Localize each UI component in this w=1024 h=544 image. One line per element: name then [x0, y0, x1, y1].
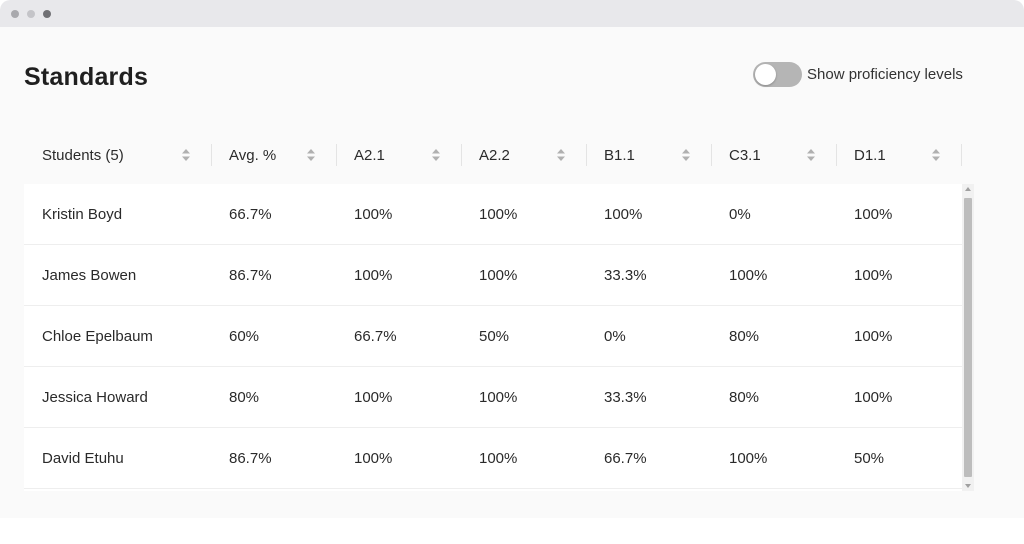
cell-student: James Bowen	[42, 267, 137, 284]
column-header-label: D1.1	[854, 146, 886, 164]
cell-student: Chloe Epelbaum	[42, 328, 153, 345]
table-row[interactable]: David Etuhu 86.7% 100% 100% 66.7% 100% 50%	[24, 428, 962, 489]
sort-icon[interactable]	[681, 147, 691, 163]
cell-student: Jessica Howard	[42, 389, 148, 406]
column-header-a21[interactable]: A2.1	[336, 134, 461, 176]
table-row[interactable]: Jessica Howard 80% 100% 100% 33.3% 80% 100%	[24, 367, 962, 428]
column-divider	[461, 144, 462, 166]
cell-b11: 33.3%	[604, 389, 647, 406]
column-header-c31[interactable]: C3.1	[711, 134, 836, 176]
column-divider	[586, 144, 587, 166]
cell-a22: 100%	[479, 267, 518, 284]
column-header-label: A2.2	[479, 146, 510, 164]
main-content: Standards Show proficiency levels Studen…	[0, 27, 1024, 518]
sort-icon[interactable]	[181, 147, 191, 163]
window-titlebar	[0, 0, 1024, 27]
column-header-a22[interactable]: A2.2	[461, 134, 586, 176]
proficiency-toggle-label[interactable]: Show proficiency levels	[807, 65, 963, 83]
cell-d11: 100%	[854, 267, 893, 284]
cell-b11: 66.7%	[604, 450, 647, 467]
cell-a22: 100%	[479, 389, 518, 406]
column-divider	[836, 144, 837, 166]
column-divider	[711, 144, 712, 166]
cell-c31: 0%	[729, 206, 751, 223]
table-body: Kristin Boyd 66.7% 100% 100% 100% 0% 100% James…	[24, 184, 974, 491]
sort-icon[interactable]	[931, 147, 941, 163]
cell-c31: 80%	[729, 328, 760, 345]
cell-student: David Etuhu	[42, 450, 124, 467]
cell-b11: 33.3%	[604, 267, 647, 284]
footer-strip	[0, 518, 1024, 544]
cell-a21: 66.7%	[354, 328, 397, 345]
column-divider	[336, 144, 337, 166]
sort-icon[interactable]	[431, 147, 441, 163]
cell-avg: 66.7%	[229, 206, 272, 223]
cell-c31: 100%	[729, 450, 768, 467]
column-header-avg[interactable]: Avg. %	[211, 134, 336, 176]
table-row[interactable]: Kristin Boyd 66.7% 100% 100% 100% 0% 100%	[24, 184, 962, 245]
column-header-b11[interactable]: B1.1	[586, 134, 711, 176]
cell-b11: 0%	[604, 328, 626, 345]
proficiency-toggle-control: Show proficiency levels	[753, 61, 963, 87]
sort-icon[interactable]	[306, 147, 316, 163]
cell-avg: 86.7%	[229, 450, 272, 467]
column-header-label: A2.1	[354, 146, 385, 164]
cell-a21: 100%	[354, 206, 393, 223]
cell-c31: 100%	[729, 267, 768, 284]
scroll-thumb[interactable]	[964, 198, 972, 477]
column-divider	[961, 144, 962, 166]
column-header-label: B1.1	[604, 146, 635, 164]
window-dot-icon[interactable]	[27, 10, 35, 18]
cell-c31: 80%	[729, 389, 760, 406]
column-header-label: Students (5)	[42, 146, 124, 164]
window-dot-icon[interactable]	[43, 10, 51, 18]
cell-avg: 60%	[229, 328, 260, 345]
column-divider	[211, 144, 212, 166]
cell-d11: 50%	[854, 450, 885, 467]
cell-a21: 100%	[354, 450, 393, 467]
cell-a21: 100%	[354, 267, 393, 284]
scroll-up-arrow-icon[interactable]	[965, 187, 971, 191]
cell-d11: 100%	[854, 206, 893, 223]
cell-student: Kristin Boyd	[42, 206, 123, 223]
cell-avg: 80%	[229, 389, 260, 406]
cell-a22: 100%	[479, 206, 518, 223]
table-row[interactable]: James Bowen 86.7% 100% 100% 33.3% 100% 100%	[24, 245, 962, 306]
scroll-down-arrow-icon[interactable]	[965, 484, 971, 488]
column-header-label: C3.1	[729, 146, 761, 164]
cell-avg: 86.7%	[229, 267, 272, 284]
table-header: Students (5) Avg. % A2.1 A2.2 B1.1 C3.1 D1.1	[24, 134, 964, 176]
proficiency-toggle[interactable]	[753, 61, 802, 87]
column-header-d11[interactable]: D1.1	[836, 134, 961, 176]
vertical-scrollbar[interactable]	[962, 184, 974, 491]
sort-icon[interactable]	[556, 147, 566, 163]
cell-a22: 50%	[479, 328, 510, 345]
sort-icon[interactable]	[806, 147, 816, 163]
page-title: Standards	[24, 63, 149, 91]
toggle-knob	[755, 63, 776, 85]
column-header-label: Avg. %	[229, 146, 277, 164]
cell-d11: 100%	[854, 328, 893, 345]
cell-a22: 100%	[479, 450, 518, 467]
cell-b11: 100%	[604, 206, 643, 223]
window-dot-icon[interactable]	[11, 10, 19, 18]
column-header-student[interactable]: Students (5)	[24, 134, 190, 176]
table-row[interactable]: Chloe Epelbaum 60% 66.7% 50% 0% 80% 100%	[24, 306, 962, 367]
cell-d11: 100%	[854, 389, 893, 406]
cell-a21: 100%	[354, 389, 393, 406]
